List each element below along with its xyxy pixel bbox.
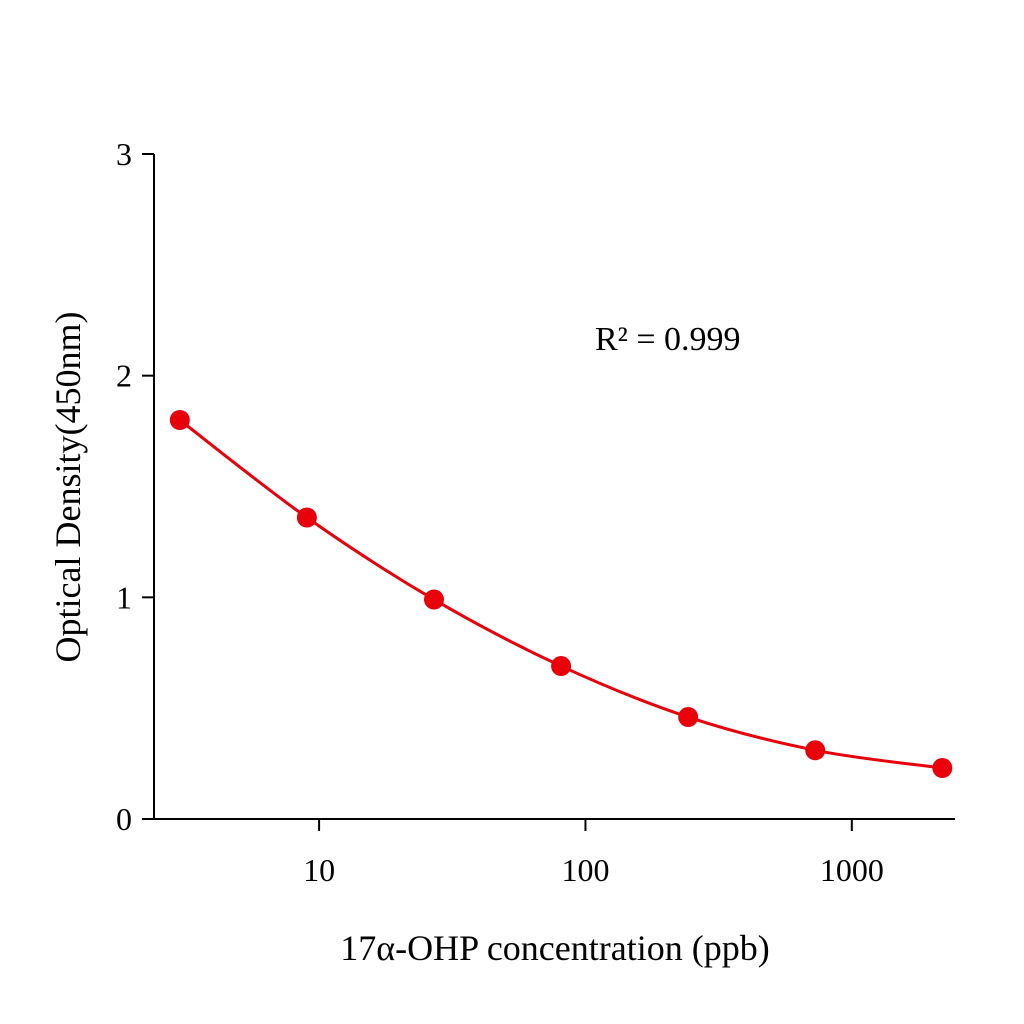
x-tick-label: 100	[561, 852, 609, 888]
data-point	[169, 410, 190, 430]
y-tick-label: 3	[116, 136, 132, 172]
fit-curve	[178, 418, 943, 770]
y-tick-label: 0	[116, 801, 132, 837]
data-point	[805, 740, 826, 761]
data-point	[551, 656, 572, 677]
data-point	[296, 507, 317, 528]
axes: 0 1 2 3 10 100 1000	[116, 136, 955, 888]
x-tick-label: 1000	[820, 852, 884, 888]
r-squared-annotation: R² = 0.999	[595, 321, 741, 358]
data-point	[423, 589, 444, 610]
x-tick-label: 10	[303, 852, 335, 888]
y-axis-label: Optical Density(450nm)	[48, 312, 88, 663]
y-tick-label: 1	[116, 579, 132, 615]
y-tick-label: 2	[116, 358, 132, 394]
data-point	[932, 758, 953, 779]
data-points	[169, 410, 953, 779]
data-point	[678, 707, 699, 728]
x-axis-label: 17α-OHP concentration (ppb)	[340, 928, 769, 968]
